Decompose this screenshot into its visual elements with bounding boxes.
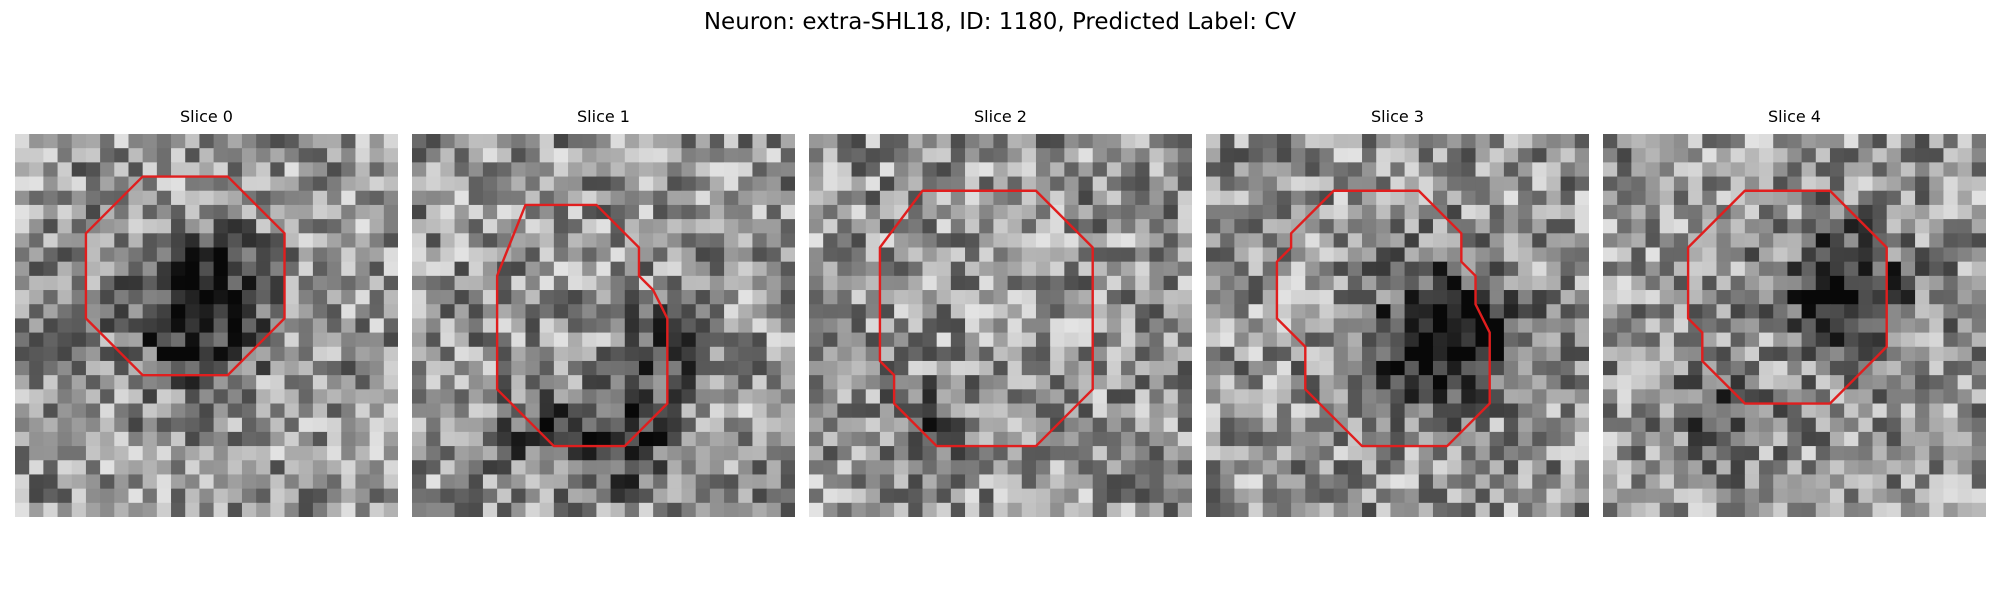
slice-panel-4: Slice 4 [1603,107,1986,517]
neuron-contour [1275,189,1491,448]
neuron-contour [84,175,286,377]
figure-title: Neuron: extra-SHL18, ID: 1180, Predicted… [703,9,1297,35]
neuron-contour [1686,189,1888,405]
pixel-grid [15,134,398,517]
pixel-grid [1603,134,1986,517]
pixel-grid [809,134,1192,517]
slice-title: Slice 0 [180,107,233,126]
slice-panel-2: Slice 2 [809,107,1192,517]
neuron-contour [878,189,1094,448]
slice-panel-0: Slice 0 [15,107,398,517]
slice-image [412,134,795,517]
slice-title: Slice 1 [577,107,630,126]
neuron-contour [495,203,669,448]
slice-title: Slice 3 [1371,107,1424,126]
slice-image [1603,134,1986,517]
slice-image [15,134,398,517]
pixel-grid [412,134,795,517]
slice-title: Slice 4 [1768,107,1821,126]
slice-panel-1: Slice 1 [412,107,795,517]
pixel-grid [1206,134,1589,517]
slice-image [809,134,1192,517]
slice-title: Slice 2 [974,107,1027,126]
slice-image [1206,134,1589,517]
slice-panel-3: Slice 3 [1206,107,1589,517]
